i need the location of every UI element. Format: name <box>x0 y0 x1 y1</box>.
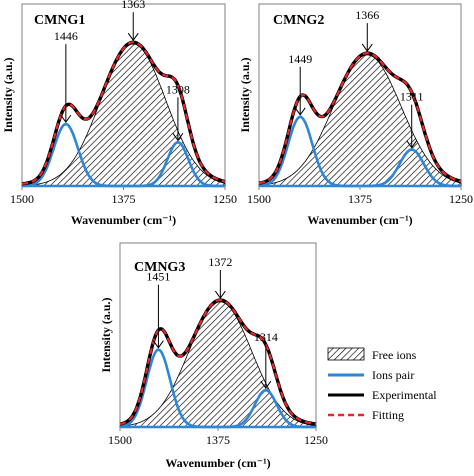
peak-arrowhead <box>127 32 139 42</box>
peak-label: 1308 <box>166 82 190 96</box>
peak-arrowhead <box>172 133 184 142</box>
legend: Free ions Ions pair Experimental Fitting <box>327 347 437 422</box>
fitting-curve <box>21 41 226 185</box>
peak-arrowhead <box>260 380 272 390</box>
panel-title: CMNG2 <box>273 13 324 28</box>
x-tick-label: 1500 <box>10 192 34 206</box>
legend-label: Fitting <box>372 408 404 422</box>
legend-item-2: Ions pair <box>328 368 414 382</box>
chart-panel-3: 1314 1372 1451 1500 1375 1250 CMNG3 Wavenumber … <box>99 242 328 470</box>
peak-arrowhead <box>406 140 418 149</box>
peak-label: 1451 <box>146 270 170 284</box>
peak-label: 1311 <box>400 90 424 104</box>
peak-arrowhead <box>361 43 373 52</box>
x-tick-label: 1375 <box>112 192 136 206</box>
y-axis-label: Intensity (a.u.) <box>238 57 252 132</box>
peak-arrowhead <box>214 290 226 299</box>
x-tick-label: 1500 <box>108 433 132 447</box>
peak-label: 1314 <box>254 330 278 344</box>
x-tick-label: 1250 <box>213 192 237 206</box>
x-tick-label: 1375 <box>206 433 230 447</box>
peak-label: 1446 <box>54 29 78 43</box>
peak-label: 1372 <box>208 255 232 269</box>
peak-arrowhead <box>60 114 72 123</box>
legend-item-3: Experimental <box>328 388 437 402</box>
chart-panel-2: 1311 1366 1449 1500 1375 1250 CMNG2 Wavenumber … <box>238 3 473 227</box>
x-tick-label: 1250 <box>304 433 328 447</box>
free-ions-area <box>119 301 317 428</box>
x-tick-label: 1500 <box>247 192 271 206</box>
legend-item-4: Fitting <box>328 408 404 422</box>
legend-label: Ions pair <box>372 368 414 382</box>
x-tick-label: 1375 <box>348 192 372 206</box>
x-axis-label: Wavenumber (cm⁻¹) <box>71 213 176 227</box>
peak-label: 1363 <box>121 0 145 11</box>
x-tick-label: 1250 <box>449 192 473 206</box>
panel-title: CMNG1 <box>34 13 85 28</box>
y-axis-label: Intensity (a.u.) <box>1 57 15 132</box>
peak-arrowhead <box>294 107 306 116</box>
peak-arrowhead <box>153 340 164 349</box>
chart-panel-1: 1308 1363 1446 1500 1375 1250 CMNG1 Wavenumber … <box>1 0 237 227</box>
y-axis-label: Intensity (a.u.) <box>99 297 113 372</box>
legend-item-1: Free ions <box>327 347 417 362</box>
panel-title: CMNG3 <box>134 260 185 275</box>
x-axis-label: Wavenumber (cm⁻¹) <box>307 213 412 227</box>
legend-label: Free ions <box>372 348 417 362</box>
fitting-curve <box>119 298 317 426</box>
legend-label: Experimental <box>372 388 437 402</box>
legend-swatch-hatch <box>327 347 365 361</box>
x-axis-label: Wavenumber (cm⁻¹) <box>165 456 270 470</box>
fitting-curve <box>258 52 462 185</box>
peak-label: 1449 <box>288 52 312 66</box>
peak-label: 1366 <box>355 8 379 22</box>
